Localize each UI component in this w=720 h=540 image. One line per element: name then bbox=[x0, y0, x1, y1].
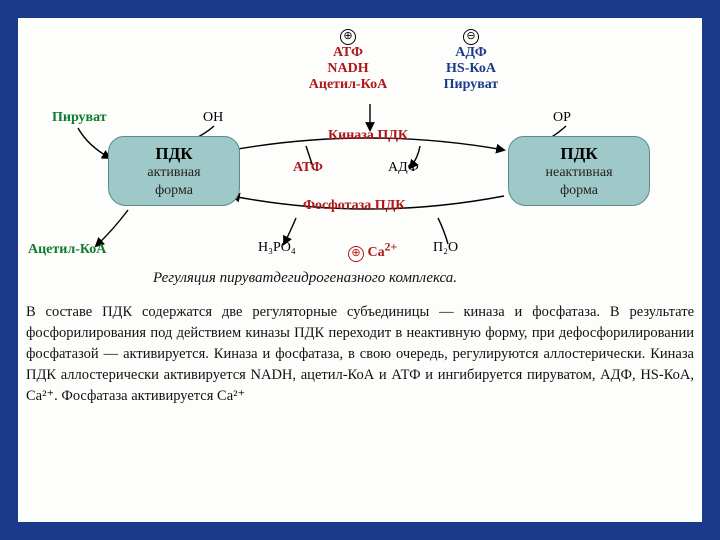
minus-symbol: ⊖ bbox=[463, 29, 479, 45]
h2o-label: П₂O bbox=[433, 240, 458, 256]
oh-label: OH bbox=[203, 110, 223, 126]
pdk-active-sub2: форма bbox=[119, 182, 229, 200]
arrow-pyruvate-to-node bbox=[78, 128, 110, 158]
plus-atp: АТФ bbox=[288, 45, 408, 61]
diagram-panel: ⊕ АТФ NADH Ацетил-КоА ⊖ АДФ HS-КоА Пирув… bbox=[18, 18, 702, 522]
plus-effectors: ⊕ АТФ NADH Ацетил-КоА bbox=[288, 28, 408, 93]
pdk-active-sub1: активная bbox=[119, 164, 229, 182]
pyruvate-label: Пируват bbox=[52, 110, 107, 126]
minus-effectors: ⊖ АДФ HS-КоА Пируват bbox=[416, 28, 526, 93]
diagram-caption: Регуляция пируватдегидрогеназного компле… bbox=[153, 270, 457, 287]
acetyl-label: Ацетил-КоА bbox=[28, 242, 106, 258]
ca-label: ⊕ Ca2+ bbox=[348, 240, 397, 262]
pdk-inactive-node: ПДК неактивная форма bbox=[508, 136, 650, 206]
pdk-inactive-sub2: форма bbox=[519, 182, 639, 200]
phosphatase-label: Фосфотаза ПДК bbox=[303, 198, 405, 214]
pdk-active-node: ПДК активная форма bbox=[108, 136, 240, 206]
minus-hskoa: HS-КоА bbox=[416, 61, 526, 77]
pdk-inactive-sub1: неактивная bbox=[519, 164, 639, 182]
description-text: В составе ПДК содержатся две регуляторны… bbox=[26, 302, 694, 514]
minus-adp: АДФ bbox=[416, 45, 526, 61]
arrow-node-to-acetyl bbox=[96, 210, 128, 246]
atp-label: АТФ bbox=[293, 160, 323, 176]
minus-pyruvate: Пируват bbox=[416, 77, 526, 93]
pdk-active-title: ПДК bbox=[119, 143, 229, 164]
op-label: OP bbox=[553, 110, 571, 126]
kinase-label: Киназа ПДК bbox=[328, 128, 408, 144]
h3po4-label: H₃PO₄ bbox=[258, 240, 296, 256]
outer-frame: ⊕ АТФ NADH Ацетил-КоА ⊖ АДФ HS-КоА Пирув… bbox=[0, 0, 720, 540]
adp-label: АДФ bbox=[388, 160, 419, 176]
plus-nadh: NADH bbox=[288, 61, 408, 77]
pdk-inactive-title: ПДК bbox=[519, 143, 639, 164]
plus-symbol: ⊕ bbox=[340, 29, 356, 45]
plus-acetyl: Ацетил-КоА bbox=[288, 77, 408, 93]
